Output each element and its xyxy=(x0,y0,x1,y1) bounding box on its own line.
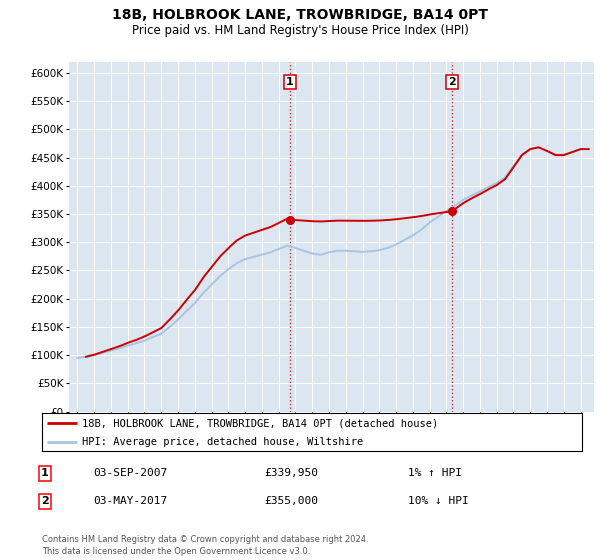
Text: 1% ↑ HPI: 1% ↑ HPI xyxy=(408,468,462,478)
Text: 2: 2 xyxy=(41,496,49,506)
Text: Price paid vs. HM Land Registry's House Price Index (HPI): Price paid vs. HM Land Registry's House … xyxy=(131,24,469,36)
Text: 03-MAY-2017: 03-MAY-2017 xyxy=(93,496,167,506)
Text: 03-SEP-2007: 03-SEP-2007 xyxy=(93,468,167,478)
Text: 10% ↓ HPI: 10% ↓ HPI xyxy=(408,496,469,506)
Text: 18B, HOLBROOK LANE, TROWBRIDGE, BA14 0PT (detached house): 18B, HOLBROOK LANE, TROWBRIDGE, BA14 0PT… xyxy=(83,418,439,428)
Text: 1: 1 xyxy=(41,468,49,478)
Text: HPI: Average price, detached house, Wiltshire: HPI: Average price, detached house, Wilt… xyxy=(83,437,364,447)
Text: £339,950: £339,950 xyxy=(264,468,318,478)
Text: 1: 1 xyxy=(286,77,294,87)
Text: 2: 2 xyxy=(448,77,456,87)
Text: Contains HM Land Registry data © Crown copyright and database right 2024.
This d: Contains HM Land Registry data © Crown c… xyxy=(42,535,368,556)
Text: 18B, HOLBROOK LANE, TROWBRIDGE, BA14 0PT: 18B, HOLBROOK LANE, TROWBRIDGE, BA14 0PT xyxy=(112,8,488,22)
Text: £355,000: £355,000 xyxy=(264,496,318,506)
